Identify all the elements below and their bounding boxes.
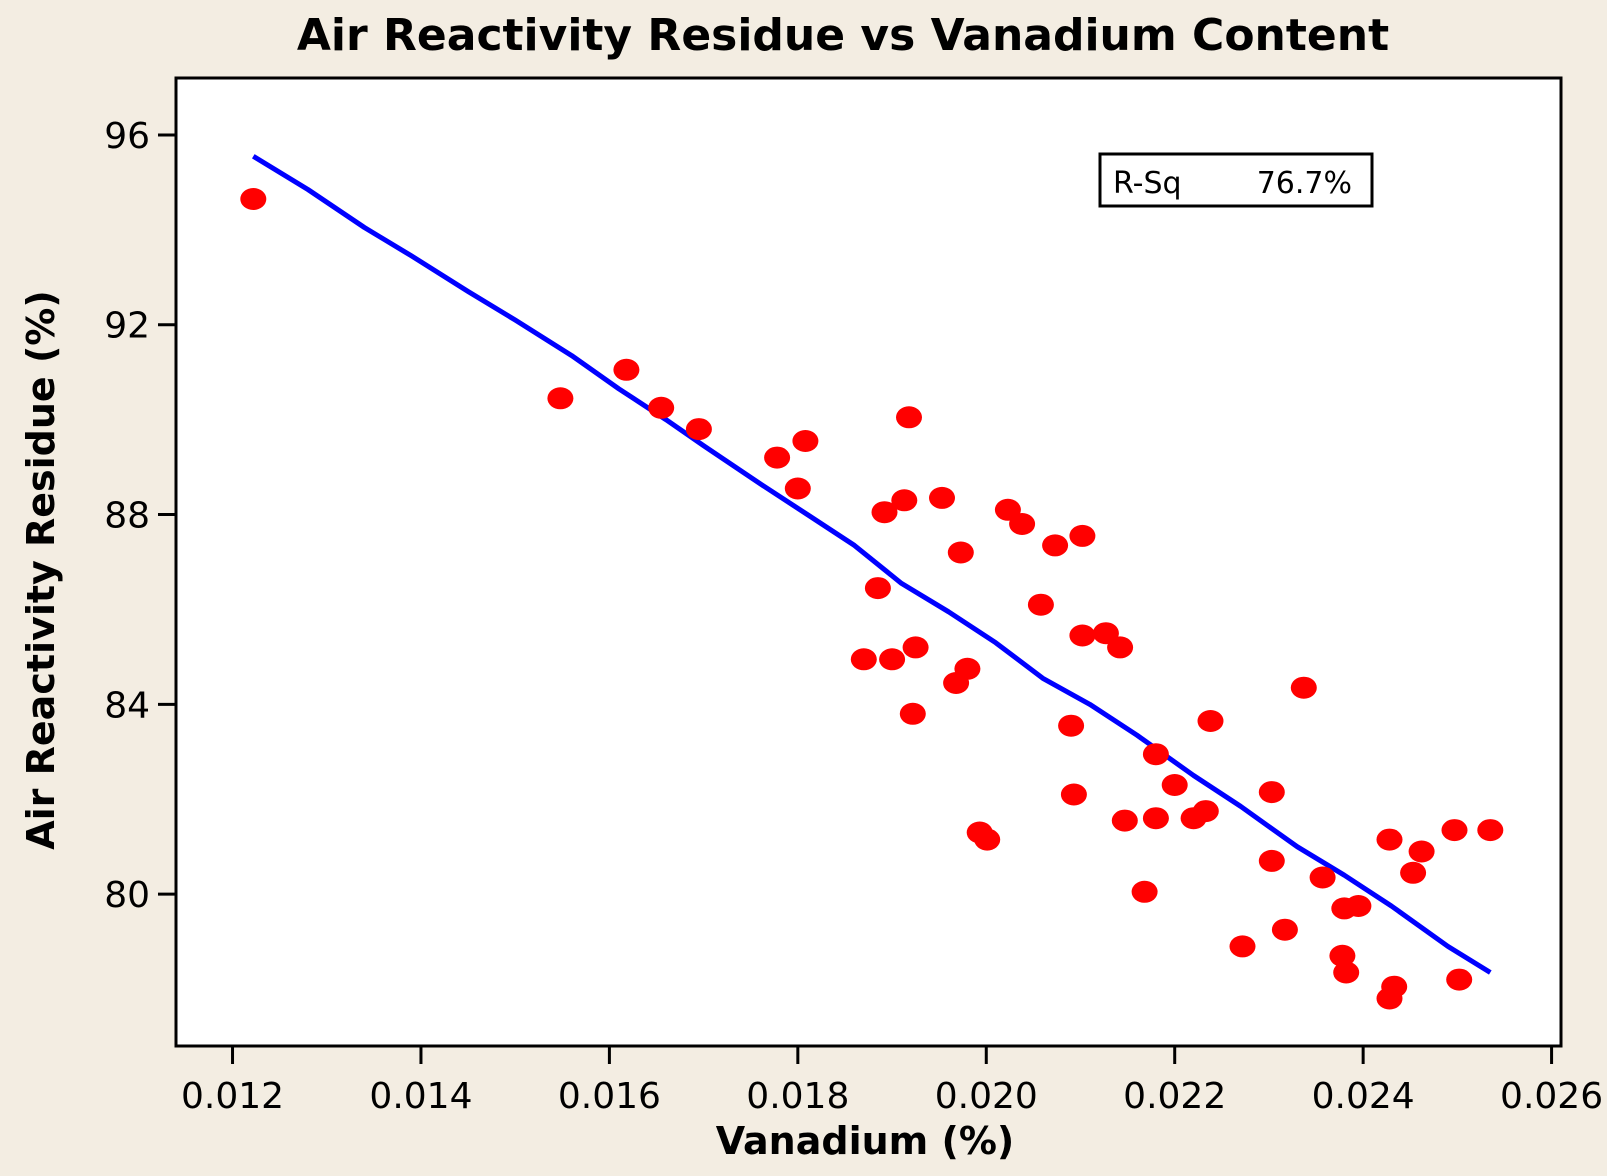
fit-line	[252, 154, 1492, 975]
data-point	[1060, 783, 1087, 806]
data-point	[1009, 513, 1036, 535]
x-tick-label: 0.022	[1123, 1076, 1226, 1117]
data-point	[899, 702, 926, 725]
data-point	[1069, 624, 1096, 647]
data-point	[648, 396, 675, 419]
data-point	[879, 648, 906, 671]
y-tick-label: 84	[104, 685, 150, 726]
data-point	[1107, 636, 1134, 659]
x-tick-label: 0.012	[181, 1076, 284, 1117]
data-point	[902, 636, 929, 659]
legend-label: R-Sq	[1113, 166, 1182, 201]
x-tick-label: 0.018	[746, 1076, 849, 1117]
y-axis-label: Air Reactivity Residue (%)	[19, 290, 63, 850]
data-point	[1446, 968, 1473, 991]
y-tick-label: 88	[104, 496, 150, 537]
y-tick-label: 96	[104, 116, 150, 157]
data-point	[1042, 534, 1069, 557]
data-point	[240, 188, 267, 210]
data-point	[1329, 944, 1356, 967]
data-point	[871, 501, 898, 524]
data-points-layer	[240, 188, 1504, 1010]
data-point	[1229, 935, 1256, 958]
data-point	[1400, 861, 1427, 884]
x-tick-label: 0.024	[1312, 1076, 1415, 1117]
x-tick-label: 0.014	[369, 1076, 472, 1117]
data-point	[685, 418, 712, 441]
data-point	[954, 657, 981, 680]
data-point	[1058, 714, 1085, 737]
data-point	[1290, 676, 1317, 699]
x-tick-label: 0.026	[1500, 1076, 1603, 1117]
data-point	[1131, 880, 1158, 903]
x-tick-label: 0.020	[935, 1076, 1038, 1117]
y-tick-label: 92	[104, 306, 150, 347]
legend-value: 76.7%	[1257, 166, 1352, 201]
x-tick-label: 0.016	[558, 1076, 661, 1117]
data-point	[1197, 710, 1224, 732]
data-point	[1477, 819, 1504, 842]
x-axis-label: Vanadium (%)	[716, 1119, 1015, 1163]
data-point	[864, 577, 891, 600]
data-point	[1441, 819, 1468, 842]
chart-title: Air Reactivity Residue vs Vanadium Conte…	[297, 10, 1389, 61]
data-point	[947, 541, 974, 564]
data-point	[891, 489, 918, 512]
data-point	[1271, 918, 1298, 941]
data-point	[1161, 774, 1188, 796]
data-point	[1333, 961, 1360, 984]
data-point	[1142, 743, 1169, 766]
data-point	[850, 648, 877, 671]
data-point	[1258, 781, 1285, 804]
data-point	[1027, 593, 1054, 616]
y-axis: 80 84 88 92 96	[104, 116, 176, 916]
x-axis: 0.012 0.014 0.016 0.018 0.020 0.022 0.024 0.026	[181, 1046, 1603, 1117]
data-point	[1069, 524, 1096, 547]
data-point	[1408, 840, 1435, 863]
r-squared-legend: R-Sq 76.7%	[1098, 152, 1374, 208]
y-tick-label: 80	[104, 875, 150, 916]
data-point	[1192, 800, 1219, 823]
fit-line-layer	[252, 154, 1492, 975]
data-point	[613, 358, 640, 381]
data-point	[1381, 975, 1408, 998]
data-point	[784, 477, 811, 500]
data-point	[1309, 866, 1336, 889]
data-point	[1345, 895, 1372, 917]
data-point	[1376, 828, 1403, 851]
data-point	[547, 387, 574, 410]
data-point	[896, 406, 922, 429]
data-point	[1258, 849, 1285, 872]
data-point	[929, 486, 955, 509]
data-point	[792, 430, 819, 452]
data-point	[1142, 807, 1169, 830]
data-point	[1111, 809, 1138, 832]
legend-box	[1098, 152, 1374, 208]
data-point	[974, 828, 1001, 851]
data-point	[764, 446, 791, 469]
